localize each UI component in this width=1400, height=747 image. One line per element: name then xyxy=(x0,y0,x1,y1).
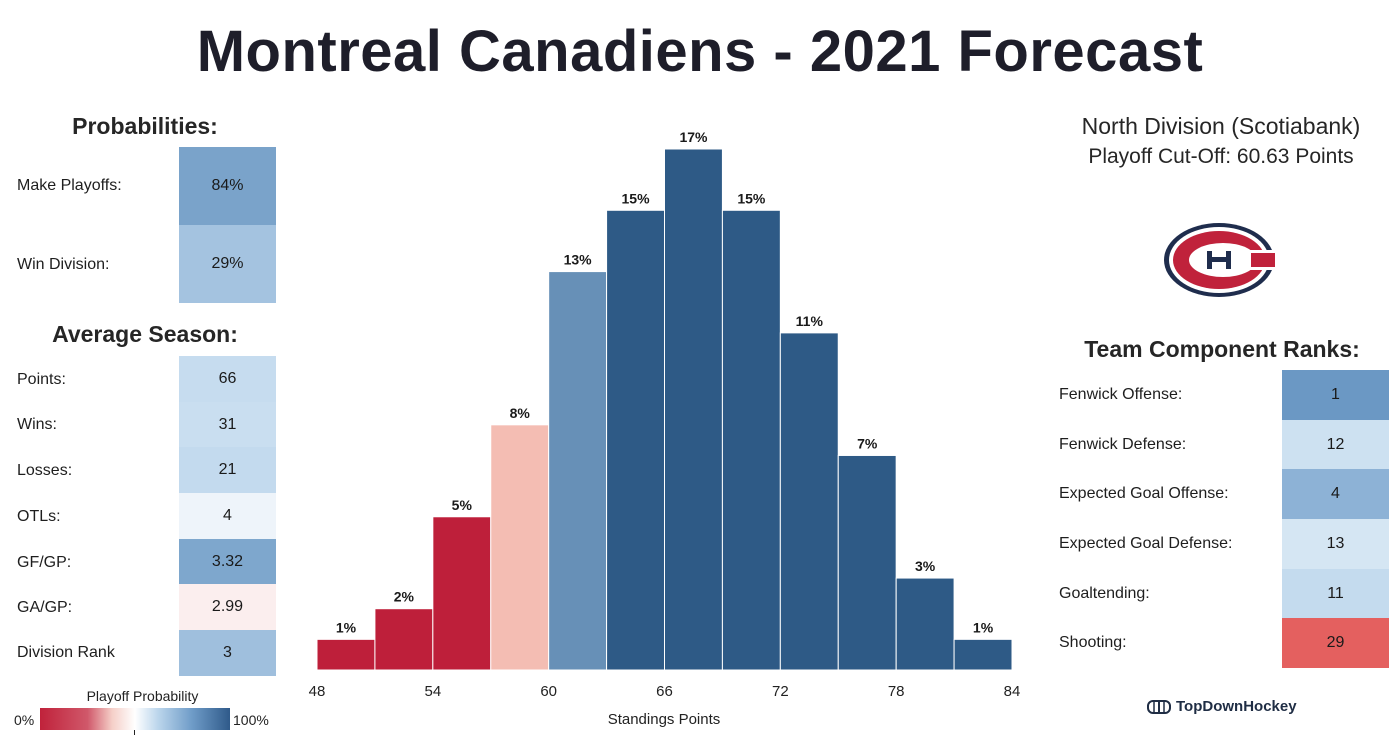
histogram-bar xyxy=(779,332,839,671)
avg-wins-value: 31 xyxy=(179,402,276,447)
bar-value-label: 17% xyxy=(679,129,708,145)
bar-value-label: 15% xyxy=(622,190,651,206)
fenwick-offense-value: 1 xyxy=(1282,370,1389,420)
xg-offense-label: Expected Goal Offense: xyxy=(1059,485,1229,502)
division-name: North Division (Scotiabank) xyxy=(1081,113,1361,139)
win-division-label: Win Division: xyxy=(17,256,110,273)
legend-midpoint-tick xyxy=(134,730,135,735)
x-tick-label: 84 xyxy=(1004,683,1021,700)
histogram-bar xyxy=(721,209,781,671)
make-playoffs-label: Make Playoffs: xyxy=(17,177,122,194)
histogram-bar xyxy=(895,577,955,671)
shooting-label: Shooting: xyxy=(1059,634,1127,651)
rink-icon xyxy=(1147,699,1171,714)
bar-value-label: 11% xyxy=(796,313,824,329)
histogram-bar xyxy=(664,148,723,671)
avg-ga-gp-label: GA/GP: xyxy=(17,599,73,616)
xg-offense-value: 4 xyxy=(1282,469,1389,519)
x-tick-label: 60 xyxy=(540,683,557,700)
x-tick-label: 66 xyxy=(656,683,673,700)
histogram-bar xyxy=(432,516,492,671)
bar-value-label: 8% xyxy=(510,405,531,421)
histogram-bar xyxy=(548,271,608,671)
xg-defense-value: 13 xyxy=(1282,519,1389,569)
avg-ga-gp-value: 2.99 xyxy=(179,584,276,630)
x-axis-title: Standings Points xyxy=(608,711,721,728)
canadiens-logo xyxy=(1163,222,1275,298)
average-season-heading: Average Season: xyxy=(52,321,238,347)
bar-value-label: 1% xyxy=(973,619,994,635)
brand-name: TopDownHockey xyxy=(1176,698,1297,715)
histogram-bar xyxy=(490,424,550,671)
histogram-bar xyxy=(374,608,434,671)
x-tick-label: 48 xyxy=(309,683,326,700)
fenwick-defense-value: 12 xyxy=(1282,420,1389,469)
goaltending-value: 11 xyxy=(1282,569,1389,618)
fenwick-defense-label: Fenwick Defense: xyxy=(1059,436,1187,453)
x-tick-label: 54 xyxy=(424,683,441,700)
playoff-cutoff: Playoff Cut-Off: 60.63 Points xyxy=(1088,145,1354,168)
make-playoffs-value: 84% xyxy=(179,147,276,225)
bar-value-label: 1% xyxy=(336,619,357,635)
histogram-bar xyxy=(953,638,1013,671)
bar-value-label: 7% xyxy=(857,435,878,451)
avg-wins-label: Wins: xyxy=(17,416,57,433)
avg-points-value: 66 xyxy=(179,356,276,402)
bar-value-label: 5% xyxy=(452,497,473,513)
win-division-value: 29% xyxy=(179,225,276,303)
x-tick-label: 72 xyxy=(772,683,789,700)
legend-gradient-bar xyxy=(40,708,230,730)
avg-otls-value: 4 xyxy=(179,493,276,539)
x-tick-label: 78 xyxy=(888,683,905,700)
bar-value-label: 15% xyxy=(737,190,766,206)
xg-defense-label: Expected Goal Defense: xyxy=(1059,535,1233,552)
avg-losses-value: 21 xyxy=(179,447,276,493)
avg-points-label: Points: xyxy=(17,371,66,388)
avg-otls-label: OTLs: xyxy=(17,508,61,525)
division-rank-value: 3 xyxy=(179,630,276,676)
bar-value-label: 2% xyxy=(394,589,415,605)
avg-gf-gp-value: 3.32 xyxy=(179,539,276,584)
histogram-bar xyxy=(606,209,665,671)
brand-mark: TopDownHockey xyxy=(1147,698,1297,715)
histogram-bar xyxy=(316,638,376,671)
bar-value-label: 3% xyxy=(915,558,936,574)
avg-gf-gp-label: GF/GP: xyxy=(17,554,72,571)
fenwick-offense-label: Fenwick Offense: xyxy=(1059,386,1183,403)
goaltending-label: Goaltending: xyxy=(1059,585,1150,602)
team-ranks-heading: Team Component Ranks: xyxy=(1084,336,1360,362)
legend-title: Playoff Probability xyxy=(86,688,199,704)
avg-losses-label: Losses: xyxy=(17,462,73,479)
division-rank-label: Division Rank xyxy=(17,644,115,661)
probabilities-heading: Probabilities: xyxy=(72,113,218,139)
legend-min-label: 0% xyxy=(14,712,35,728)
shooting-value: 29 xyxy=(1282,618,1389,668)
histogram-bar xyxy=(837,454,897,671)
legend-max-label: 100% xyxy=(233,712,269,728)
page-title: Montreal Canadiens - 2021 Forecast xyxy=(196,19,1204,84)
bar-value-label: 13% xyxy=(564,252,593,268)
